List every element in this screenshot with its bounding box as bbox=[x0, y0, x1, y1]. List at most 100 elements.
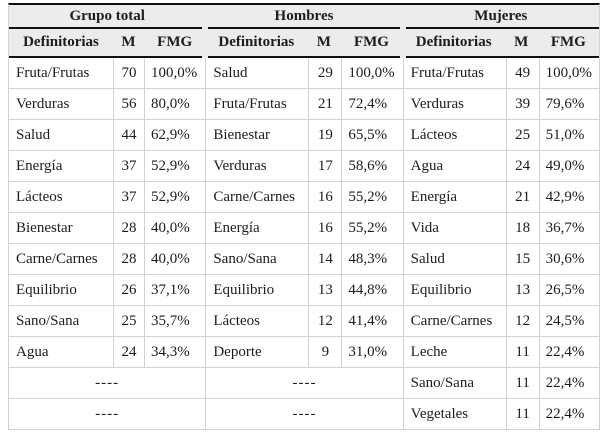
cell-definitorias: Verduras bbox=[403, 89, 506, 120]
cell-m: 12 bbox=[505, 306, 539, 337]
cell-m: 70 bbox=[113, 58, 144, 89]
cell-fmg: 100,0% bbox=[341, 58, 403, 89]
group-hombres: Hombres Definitorias M FMG Salud 29 100,0% Frut… bbox=[205, 5, 403, 430]
cell-empty: ---- bbox=[206, 399, 403, 430]
cell-fmg: 80,0% bbox=[144, 89, 206, 120]
group-body: Salud 29 100,0% Fruta/Frutas 21 72,4% Bienesta… bbox=[205, 58, 403, 430]
column-header-m: M bbox=[316, 34, 331, 50]
cell-definitorias: Sano/Sana bbox=[403, 368, 506, 399]
cell-m: 28 bbox=[113, 213, 144, 244]
cell-m: 24 bbox=[113, 337, 144, 368]
cell-fmg: 55,2% bbox=[341, 182, 403, 213]
cell-definitorias: Energía bbox=[9, 151, 113, 182]
cell-fmg: 100,0% bbox=[538, 58, 599, 89]
cell-fmg: 34,3% bbox=[144, 337, 206, 368]
cell-m: 16 bbox=[308, 182, 342, 213]
cell-definitorias: Carne/Carnes bbox=[9, 244, 113, 275]
cell-m: 37 bbox=[113, 182, 144, 213]
cell-fmg: 40,0% bbox=[144, 213, 206, 244]
group-title: Grupo total bbox=[9, 5, 206, 29]
cell-fmg: 37,1% bbox=[144, 275, 206, 306]
column-header-definitorias: Definitorias bbox=[415, 34, 492, 50]
cell-fmg: 42,9% bbox=[538, 182, 599, 213]
cell-m: 25 bbox=[505, 120, 539, 151]
cell-definitorias: Fruta/Frutas bbox=[206, 89, 309, 120]
cell-definitorias: Verduras bbox=[9, 89, 113, 120]
cell-m: 39 bbox=[505, 89, 539, 120]
column-header-fmg: FMG bbox=[353, 34, 389, 50]
cell-m: 11 bbox=[505, 368, 539, 399]
cell-fmg: 36,7% bbox=[538, 213, 599, 244]
cell-m: 18 bbox=[505, 213, 539, 244]
cell-fmg: 22,4% bbox=[538, 368, 599, 399]
cell-fmg: 49,0% bbox=[538, 151, 599, 182]
cell-fmg: 62,9% bbox=[144, 120, 206, 151]
cell-fmg: 30,6% bbox=[538, 244, 599, 275]
cell-definitorias: Lácteos bbox=[9, 182, 113, 213]
cell-fmg: 22,4% bbox=[538, 399, 599, 430]
cell-m: 13 bbox=[505, 275, 539, 306]
cell-m: 9 bbox=[308, 337, 342, 368]
cell-m: 29 bbox=[308, 58, 342, 89]
column-header-m: M bbox=[121, 34, 136, 50]
column-header-row: Definitorias M FMG bbox=[205, 29, 403, 58]
cell-definitorias: Fruta/Frutas bbox=[403, 58, 506, 89]
cell-fmg: 48,3% bbox=[341, 244, 403, 275]
cell-m: 15 bbox=[505, 244, 539, 275]
cell-definitorias: Vegetales bbox=[403, 399, 506, 430]
cell-definitorias: Salud bbox=[9, 120, 113, 151]
cell-fmg: 41,4% bbox=[341, 306, 403, 337]
cell-m: 19 bbox=[308, 120, 342, 151]
column-header-row: Definitorias M FMG bbox=[9, 29, 206, 58]
cell-fmg: 52,9% bbox=[144, 182, 206, 213]
cell-definitorias: Verduras bbox=[206, 151, 309, 182]
cell-definitorias: Energía bbox=[206, 213, 309, 244]
cell-fmg: 44,8% bbox=[341, 275, 403, 306]
frequency-table: Grupo total Definitorias M FMG Fruta/Frutas 7… bbox=[8, 3, 600, 430]
cell-definitorias: Carne/Carnes bbox=[403, 306, 506, 337]
cell-definitorias: Fruta/Frutas bbox=[9, 58, 113, 89]
cell-m: 56 bbox=[113, 89, 144, 120]
cell-definitorias: Salud bbox=[206, 58, 309, 89]
cell-definitorias: Carne/Carnes bbox=[206, 182, 309, 213]
cell-definitorias: Deporte bbox=[206, 337, 309, 368]
cell-definitorias: Salud bbox=[403, 244, 506, 275]
cell-definitorias: Lácteos bbox=[206, 306, 309, 337]
cell-fmg: 52,9% bbox=[144, 151, 206, 182]
group-mujeres: Mujeres Definitorias M FMG Fruta/Frutas 49 100… bbox=[402, 5, 600, 430]
cell-empty: ---- bbox=[9, 368, 206, 399]
cell-m: 44 bbox=[113, 120, 144, 151]
group-body: Fruta/Frutas 49 100,0% Verduras 39 79,6% Lácte… bbox=[402, 58, 599, 430]
column-header-row: Definitorias M FMG bbox=[402, 29, 600, 58]
cell-m: 37 bbox=[113, 151, 144, 182]
cell-definitorias: Sano/Sana bbox=[9, 306, 113, 337]
cell-fmg: 55,2% bbox=[341, 213, 403, 244]
column-header-definitorias: Definitorias bbox=[23, 34, 99, 50]
cell-definitorias: Equilibrio bbox=[403, 275, 506, 306]
cell-m: 24 bbox=[505, 151, 539, 182]
group-body: Fruta/Frutas 70 100,0% Verduras 56 80,0% Salud… bbox=[9, 58, 206, 430]
cell-m: 49 bbox=[505, 58, 539, 89]
cell-fmg: 22,4% bbox=[538, 337, 599, 368]
cell-m: 28 bbox=[113, 244, 144, 275]
cell-m: 25 bbox=[113, 306, 144, 337]
column-header-fmg: FMG bbox=[550, 34, 586, 50]
cell-definitorias: Bienestar bbox=[9, 213, 113, 244]
column-header-m: M bbox=[514, 34, 529, 50]
cell-m: 21 bbox=[308, 89, 342, 120]
cell-empty: ---- bbox=[206, 368, 403, 399]
column-header-definitorias: Definitorias bbox=[218, 34, 295, 50]
cell-definitorias: Agua bbox=[403, 151, 506, 182]
cell-m: 12 bbox=[308, 306, 342, 337]
cell-definitorias: Equilibrio bbox=[206, 275, 309, 306]
group-title: Hombres bbox=[205, 5, 403, 29]
cell-m: 11 bbox=[505, 337, 539, 368]
cell-fmg: 24,5% bbox=[538, 306, 599, 337]
group-grupo-total: Grupo total Definitorias M FMG Fruta/Frutas 7… bbox=[9, 5, 206, 430]
cell-fmg: 26,5% bbox=[538, 275, 599, 306]
cell-definitorias: Agua bbox=[9, 337, 113, 368]
cell-definitorias: Vida bbox=[403, 213, 506, 244]
cell-fmg: 51,0% bbox=[538, 120, 599, 151]
cell-definitorias: Equilibrio bbox=[9, 275, 113, 306]
cell-m: 11 bbox=[505, 399, 539, 430]
